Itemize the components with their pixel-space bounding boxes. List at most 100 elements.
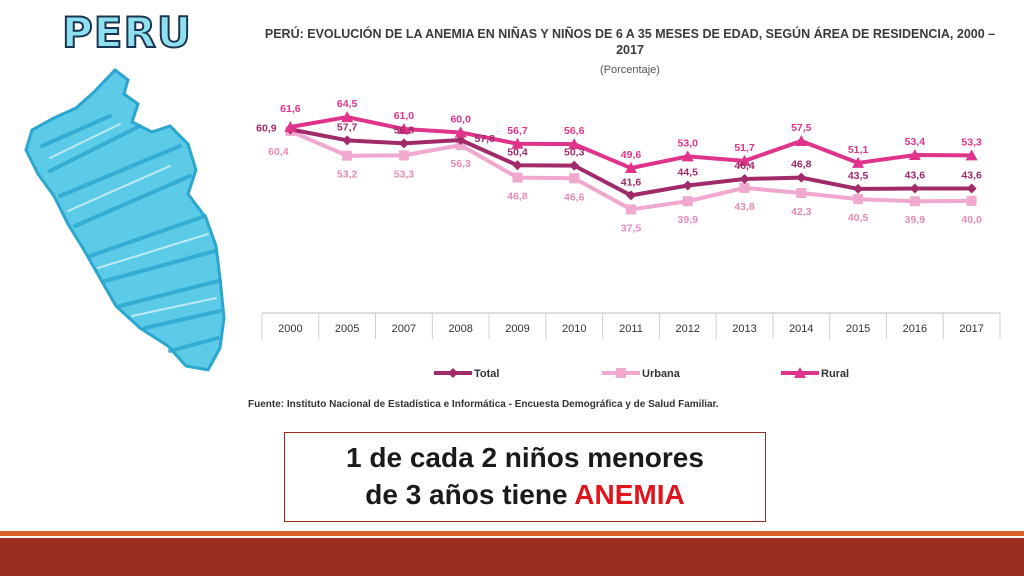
data-label-urbana: 40,0 bbox=[961, 214, 982, 226]
data-point-urbana bbox=[512, 172, 523, 183]
data-label-rural: 60,0 bbox=[450, 113, 471, 125]
legend-label-total: Total bbox=[474, 368, 499, 380]
x-tick-label: 2011 bbox=[619, 323, 643, 335]
x-tick-label: 2016 bbox=[903, 323, 927, 335]
data-label-total: 41,6 bbox=[621, 176, 642, 188]
x-tick-label: 2014 bbox=[789, 323, 813, 335]
data-point-urbana bbox=[569, 173, 580, 184]
data-label-urbana: 43,8 bbox=[734, 201, 755, 213]
data-point-rural bbox=[625, 162, 637, 174]
data-point-rural bbox=[511, 137, 524, 149]
data-label-urbana: 40,5 bbox=[848, 212, 869, 224]
legend-marker-rural bbox=[794, 367, 806, 378]
legend-marker-total bbox=[448, 368, 458, 378]
data-point-rural bbox=[568, 138, 581, 150]
data-label-total: 60,9 bbox=[256, 122, 277, 134]
legend-label-rural: Rural bbox=[821, 368, 849, 380]
x-tick-label: 2017 bbox=[959, 323, 983, 335]
data-label-total: 44,5 bbox=[678, 166, 699, 178]
data-label-rural: 61,0 bbox=[394, 110, 415, 122]
source-note: Fuente: Instituto Nacional de Estadístic… bbox=[248, 399, 719, 410]
callout-highlight: ANEMIA bbox=[574, 479, 685, 510]
callout-prefix: de 3 años tiene bbox=[365, 479, 575, 510]
data-label-total: 57,8 bbox=[474, 133, 495, 145]
data-point-total bbox=[342, 135, 353, 146]
data-point-rural bbox=[681, 150, 694, 162]
data-label-urbana: 46,6 bbox=[564, 191, 585, 203]
legend-marker-urbana bbox=[616, 368, 626, 378]
data-point-total bbox=[626, 190, 636, 201]
data-label-rural: 64,5 bbox=[337, 98, 358, 110]
data-point-total bbox=[739, 173, 750, 184]
data-label-total: 56,8 bbox=[394, 124, 415, 136]
data-point-urbana bbox=[966, 195, 977, 206]
data-label-rural: 57,5 bbox=[791, 122, 812, 134]
data-label-rural: 53,3 bbox=[961, 136, 982, 148]
data-point-total bbox=[455, 134, 466, 145]
peru-logo: PERU bbox=[61, 7, 192, 58]
data-label-total: 50,4 bbox=[507, 146, 528, 158]
data-label-rural: 61,6 bbox=[280, 103, 301, 115]
data-label-urbana: 37,5 bbox=[621, 222, 642, 234]
data-label-total: 57,7 bbox=[337, 121, 358, 133]
data-point-total bbox=[909, 183, 920, 194]
data-point-urbana bbox=[342, 150, 353, 161]
data-label-urbana: 56,3 bbox=[450, 158, 471, 170]
data-point-urbana bbox=[626, 204, 636, 215]
data-label-rural: 56,6 bbox=[564, 125, 585, 137]
x-tick-label: 2008 bbox=[448, 323, 472, 335]
x-tick-label: 2000 bbox=[278, 323, 302, 335]
chart-title: PERÚ: EVOLUCIÓN DE LA ANEMIA EN NIÑAS Y … bbox=[264, 27, 996, 57]
data-point-urbana bbox=[909, 196, 920, 207]
data-point-rural bbox=[454, 126, 467, 138]
data-point-rural bbox=[965, 149, 978, 161]
data-point-urbana bbox=[853, 194, 864, 205]
data-label-urbana: 46,8 bbox=[507, 191, 528, 203]
data-point-rural bbox=[795, 135, 808, 147]
chart-subtitle: (Porcentaje) bbox=[600, 64, 660, 76]
x-tick-label: 2013 bbox=[732, 323, 756, 335]
data-point-total bbox=[682, 180, 693, 191]
data-label-total: 46,8 bbox=[791, 159, 812, 171]
data-point-total bbox=[966, 183, 977, 194]
data-point-rural bbox=[738, 154, 751, 166]
callout-line-1: 1 de cada 2 niños menores bbox=[346, 442, 704, 473]
data-label-urbana: 60,4 bbox=[268, 146, 289, 158]
data-label-total: 43,6 bbox=[905, 170, 926, 182]
footer-bar bbox=[0, 538, 1024, 576]
data-label-total: 50,3 bbox=[564, 147, 585, 159]
data-label-urbana: 39,9 bbox=[905, 214, 926, 226]
data-point-total bbox=[398, 138, 409, 149]
data-point-total bbox=[512, 160, 523, 171]
data-point-total bbox=[569, 160, 580, 171]
data-label-urbana: 53,2 bbox=[337, 169, 358, 181]
x-tick-label: 2007 bbox=[392, 323, 416, 335]
data-label-rural: 51,1 bbox=[848, 144, 869, 156]
x-tick-label: 2012 bbox=[676, 323, 700, 335]
data-point-rural bbox=[397, 123, 410, 135]
data-point-rural bbox=[284, 121, 297, 132]
data-label-rural: 49,6 bbox=[621, 149, 642, 161]
callout-line-2: de 3 años tiene ANEMIA bbox=[285, 476, 765, 513]
data-point-urbana bbox=[398, 150, 409, 161]
x-tick-label: 2005 bbox=[335, 323, 359, 335]
data-point-total bbox=[796, 172, 807, 183]
data-label-total: 43,6 bbox=[961, 170, 982, 182]
data-point-urbana bbox=[455, 140, 466, 151]
data-label-urbana: 39,9 bbox=[678, 214, 699, 226]
data-point-rural bbox=[908, 149, 921, 161]
x-tick-label: 2010 bbox=[562, 323, 586, 335]
data-point-total bbox=[853, 183, 864, 194]
peru-map-illustration bbox=[24, 67, 226, 372]
data-label-rural: 53,4 bbox=[905, 136, 926, 148]
data-label-rural: 51,7 bbox=[734, 142, 755, 154]
legend-label-urbana: Urbana bbox=[642, 368, 681, 380]
x-tick-label: 2015 bbox=[846, 323, 870, 335]
data-label-total: 46,4 bbox=[734, 160, 755, 172]
data-label-urbana: 42,3 bbox=[791, 206, 812, 218]
data-label-total: 43,5 bbox=[848, 170, 869, 182]
data-point-urbana bbox=[682, 196, 693, 207]
data-point-urbana bbox=[739, 182, 750, 193]
x-tick-label: 2009 bbox=[505, 323, 529, 335]
data-point-rural bbox=[852, 156, 865, 168]
